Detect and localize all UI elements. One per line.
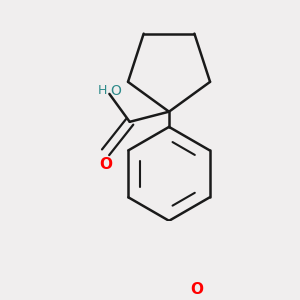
Text: O: O	[111, 84, 122, 98]
Text: O: O	[99, 157, 112, 172]
Text: O: O	[190, 282, 204, 297]
Text: H: H	[98, 84, 107, 97]
